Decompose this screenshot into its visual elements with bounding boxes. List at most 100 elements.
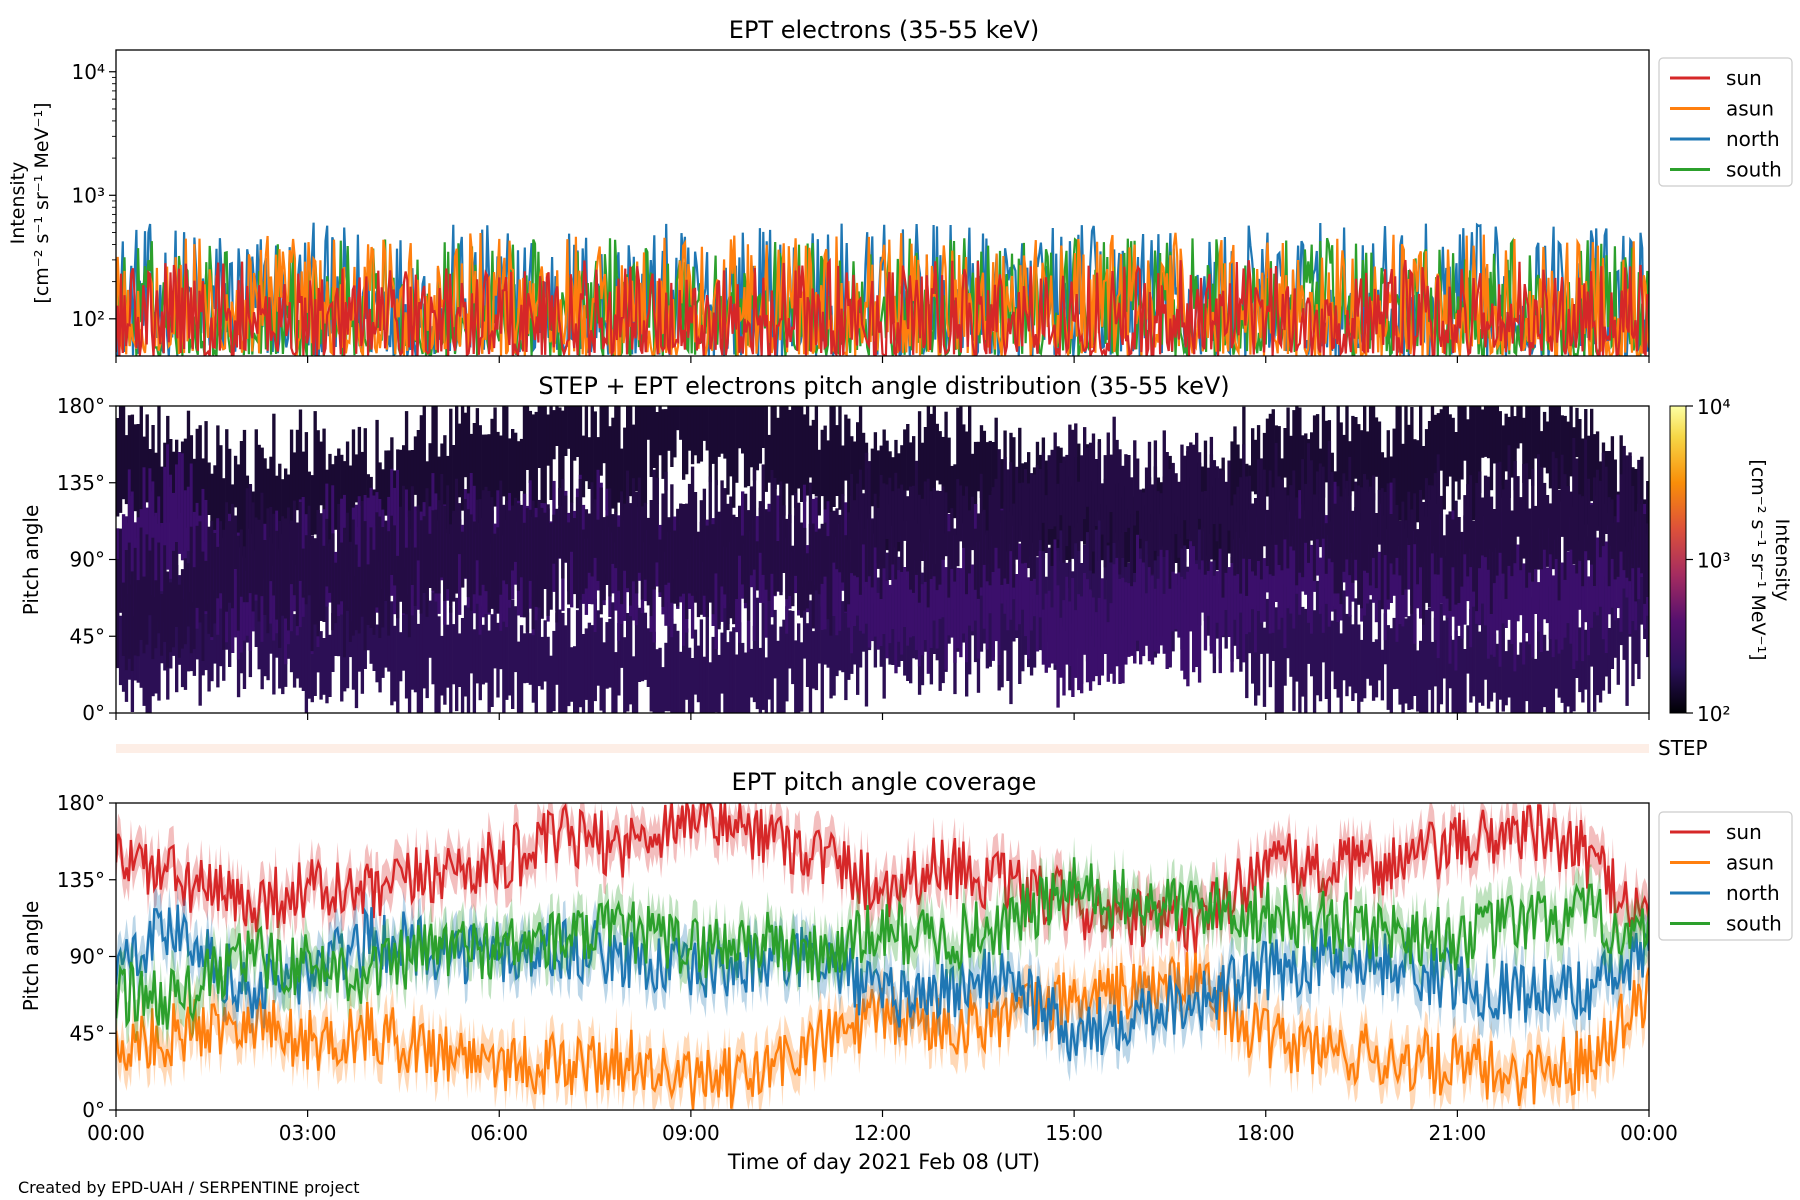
heatmap-cell (493, 606, 497, 669)
heatmap-cell (1262, 627, 1267, 707)
heatmap-cell (584, 628, 589, 700)
heatmap-cell (853, 571, 857, 626)
heatmap-cell (534, 411, 538, 525)
heatmap-cell (729, 631, 733, 713)
heatmap-cell (121, 514, 126, 609)
heatmap-cell (1569, 406, 1573, 477)
heatmap-cell (649, 612, 653, 712)
heatmap-cell (935, 423, 939, 481)
heatmap-cell (1348, 615, 1352, 687)
panel3-xaxis: 00:00 03:00 06:00 09:00 12:00 15:00 18:00 21:00… (87, 1110, 1678, 1145)
heatmap-cell (965, 486, 969, 595)
heatmap-cell (1283, 487, 1287, 540)
heatmap-cell (1227, 460, 1231, 531)
heatmap-cell (1339, 422, 1343, 547)
heatmap-cell (1085, 579, 1090, 683)
heatmap-cell (1539, 528, 1544, 652)
heatmap-cell (1368, 406, 1373, 492)
heatmap-cell (876, 450, 880, 564)
heatmap-cell (1192, 444, 1196, 547)
heatmap-cell (800, 642, 804, 712)
heatmap-cell (959, 485, 963, 542)
heatmap-cell (177, 584, 182, 658)
heatmap-cell (988, 495, 992, 586)
heatmap-cell (1472, 520, 1476, 592)
heatmap-cell (133, 424, 138, 512)
heatmap-cell (537, 499, 541, 608)
heatmap-cell (882, 524, 886, 634)
heatmap-cell (1321, 513, 1326, 633)
heatmap-cell (858, 600, 863, 668)
heatmap-cell (1024, 469, 1028, 563)
heatmap-cell (1074, 423, 1078, 544)
heatmap-cell (599, 406, 603, 476)
heatmap-cell (331, 612, 335, 672)
heatmap-cell (1103, 599, 1107, 654)
heatmap-cell (1442, 535, 1446, 597)
heatmap-cell (1062, 600, 1066, 696)
heatmap-cell (673, 623, 677, 713)
heatmap-cell (897, 488, 901, 542)
heatmap-cell (519, 542, 524, 618)
heatmap-cell (932, 487, 936, 577)
heatmap-cell (207, 598, 211, 692)
heatmap-cell (1062, 532, 1066, 627)
heatmap-cell (602, 517, 606, 601)
heatmap-cell (1542, 634, 1547, 708)
heatmap-cell (1112, 416, 1116, 543)
heatmap-cell (242, 429, 247, 556)
heatmap-cell (257, 444, 261, 570)
heatmap-cell (195, 525, 199, 608)
heatmap-cell (1100, 578, 1105, 676)
heatmap-cell (970, 564, 975, 632)
heatmap-cell (864, 586, 869, 707)
heatmap-cell (328, 634, 332, 697)
heatmap-cell (867, 461, 872, 577)
panel3-xtick-label: 00:00 (1620, 1121, 1678, 1145)
heatmap-cell (1032, 598, 1037, 668)
heatmap-cell (1044, 460, 1048, 521)
heatmap-cell (720, 480, 724, 587)
heatmap-cell (1377, 489, 1382, 545)
heatmap-cell (623, 503, 627, 571)
heatmap-cell (1395, 517, 1399, 642)
panel1-series (116, 222, 1649, 356)
heatmap-cell (381, 527, 385, 628)
heatmap-cell (372, 495, 376, 604)
heatmap-cell (1401, 443, 1405, 507)
heatmap-cell (1495, 406, 1500, 511)
heatmap-cell (797, 502, 801, 611)
heatmap-cell (1442, 620, 1446, 679)
heatmap-cell (502, 504, 506, 581)
heatmap-cell (151, 425, 155, 492)
heatmap-cell (1321, 406, 1326, 498)
heatmap-cell (446, 485, 450, 590)
heatmap-cell (511, 599, 515, 709)
heatmap-cell (540, 636, 544, 690)
heatmap-cell (1345, 613, 1349, 697)
heatmap-cell (236, 464, 241, 576)
heatmap-cell (738, 525, 742, 643)
heatmap-cell (460, 618, 465, 713)
heatmap-cell (1516, 654, 1520, 713)
heatmap-cell (1569, 640, 1573, 713)
heatmap-cell (1286, 586, 1290, 659)
heatmap-cell (540, 507, 544, 619)
heatmap-cell (623, 637, 627, 713)
heatmap-cell (1251, 559, 1255, 610)
panel3-ytick-label: 90° (70, 945, 105, 969)
heatmap-cell (508, 581, 512, 696)
heatmap-cell (629, 595, 633, 705)
heatmap-cell (561, 612, 565, 713)
heatmap-cell (225, 502, 229, 612)
heatmap-cell (1363, 577, 1367, 699)
heatmap-cell (605, 406, 609, 511)
heatmap-cell (985, 442, 990, 533)
heatmap-cell (1466, 552, 1470, 602)
heatmap-cell (1587, 615, 1591, 713)
heatmap-cell (626, 406, 630, 480)
heatmap-cell (1080, 596, 1084, 694)
heatmap-cell (1631, 539, 1635, 621)
heatmap-cell (505, 500, 509, 585)
heatmap-cell (1466, 625, 1470, 674)
